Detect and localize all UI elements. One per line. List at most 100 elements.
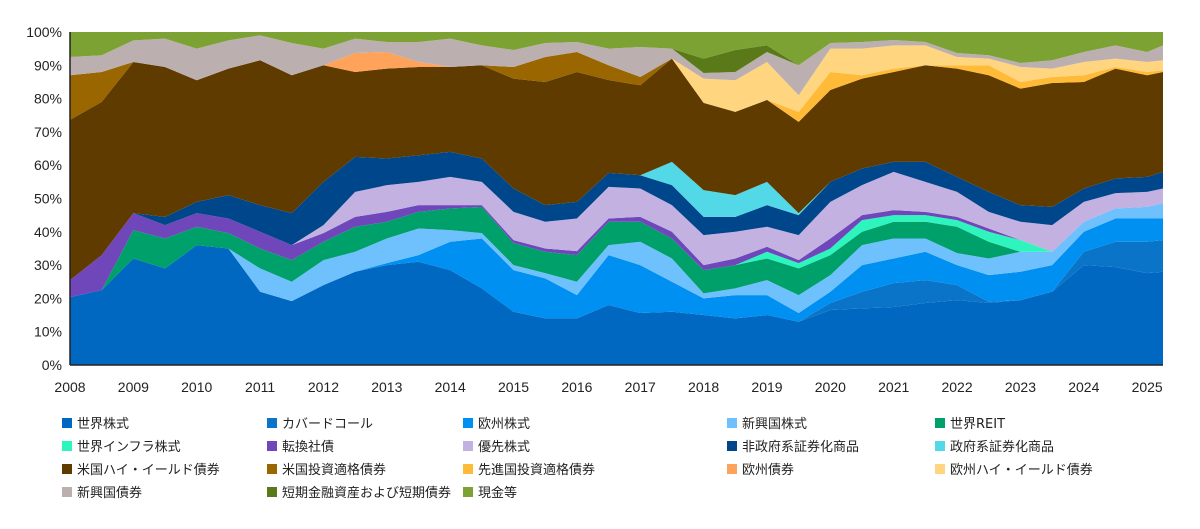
legend-label: 米国ハイ・イールド債券 (77, 463, 220, 478)
x-tick-label: 2012 (308, 379, 339, 395)
legend-swatch (267, 486, 277, 497)
x-tick-label: 2020 (815, 379, 846, 395)
area-series-15 (70, 35, 1163, 96)
x-tick-label: 2016 (561, 379, 592, 395)
legend-item[interactable]: 世界インフラ株式 (62, 437, 267, 455)
legend-label: カバードコール (282, 417, 374, 432)
legend-item[interactable]: 政府系証券化商品 (935, 437, 1185, 455)
y-tick-label: 80% (34, 91, 62, 107)
legend-label: 短期金融資産および短期債券 (282, 486, 452, 501)
area-series-8 (70, 151, 1163, 281)
legend-swatch (935, 440, 945, 451)
y-tick-label: 60% (34, 157, 62, 173)
legend-item[interactable]: 欧州ハイ・イールド債券 (935, 460, 1185, 478)
legend-label: 政府系証券化商品 (950, 440, 1055, 455)
x-tick-label: 2019 (751, 379, 782, 395)
y-tick-label: 70% (34, 124, 62, 140)
legend-item[interactable]: カバードコール (267, 414, 463, 432)
x-tick-label: 2021 (878, 379, 909, 395)
legend-swatch (267, 417, 277, 428)
legend-label: 現金等 (478, 486, 518, 501)
area-series-1 (70, 240, 1163, 322)
legend-swatch (727, 463, 737, 474)
legend-item[interactable]: 世界株式 (62, 414, 267, 432)
area-series-4 (70, 203, 1163, 298)
legend-swatch (463, 463, 473, 474)
area-series-13 (70, 51, 1163, 112)
legend-item[interactable]: 新興国債券 (62, 483, 267, 501)
legend-item[interactable]: 新興国株式 (727, 414, 935, 432)
x-tick-label: 2018 (688, 379, 719, 395)
legend-item[interactable]: 米国ハイ・イールド債券 (62, 460, 267, 478)
legend-label: 欧州債券 (742, 463, 795, 478)
x-tick-label: 2013 (371, 379, 402, 395)
area-series-2 (70, 218, 1163, 322)
x-tick-label: 2022 (941, 379, 972, 395)
legend-swatch (463, 417, 473, 428)
x-tick-label: 2009 (118, 379, 149, 395)
y-tick-label: 90% (34, 57, 62, 73)
legend-swatch (463, 440, 473, 451)
legend-label: 欧州株式 (478, 417, 531, 432)
legend-swatch (62, 486, 72, 497)
area-series-10 (70, 58, 1163, 281)
x-tick-label: 2010 (181, 379, 212, 395)
legend-item[interactable]: 先進国投資適格債券 (463, 460, 727, 478)
x-tick-label: 2025 (1132, 379, 1163, 395)
legend-swatch (935, 463, 945, 474)
stacked-area-chart: 0%10%20%30%40%50%60%70%80%90%100% 2008 20… (26, 24, 1163, 395)
legend-item[interactable]: 現金等 (463, 483, 727, 501)
y-tick-label: 40% (34, 224, 62, 240)
legend-item[interactable]: 非政府系証券化商品 (727, 437, 935, 455)
x-tick-label: 2008 (54, 379, 85, 395)
x-tick-label: 2024 (1068, 379, 1099, 395)
legend-label: 米国投資適格債券 (282, 463, 387, 478)
legend-label: 新興国株式 (742, 417, 808, 432)
legend-swatch (727, 417, 737, 428)
legend-swatch (463, 486, 473, 497)
legend-item[interactable]: 短期金融資産および短期債券 (267, 483, 463, 501)
legend-swatch (727, 440, 737, 451)
x-tick-label: 2011 (245, 379, 275, 395)
legend-item[interactable]: 米国投資適格債券 (267, 460, 463, 478)
legend-item[interactable]: 転換社債 (267, 437, 463, 455)
legend-swatch (935, 417, 945, 428)
legend-swatch (267, 440, 277, 451)
y-tick-label: 50% (34, 191, 62, 207)
legend-label: 先進国投資適格債券 (478, 463, 596, 478)
y-tick-label: 10% (34, 324, 62, 340)
legend-label: 世界株式 (77, 417, 130, 432)
legend-item[interactable]: 欧州株式 (463, 414, 727, 432)
area-series-12 (70, 51, 1163, 122)
legend-item[interactable]: 世界REIT (935, 414, 1185, 432)
legend-label: 新興国債券 (77, 486, 143, 501)
x-tick-label: 2015 (498, 379, 529, 395)
legend-item[interactable]: 優先株式 (463, 437, 727, 455)
legend-label: 非政府系証券化商品 (742, 440, 860, 455)
y-tick-labels: 0% 10% 20% 30% 40% 50% 60% 70% 80% 90% 100% (26, 24, 62, 373)
legend-swatch (267, 463, 277, 474)
y-tick-label: 0% (42, 357, 62, 373)
area-series-6 (70, 203, 1163, 298)
area-series-14 (70, 45, 1163, 112)
legend-swatch (62, 440, 72, 451)
legend-label: 転換社債 (282, 440, 335, 455)
legend: 世界株式 カバードコール 欧州株式 新興国株式 世界REIT 世界インフラ株式 転換社債 優先… (62, 414, 1192, 501)
y-tick-label: 20% (34, 290, 62, 306)
y-tick-label: 30% (34, 257, 62, 273)
area-series-3 (70, 203, 1163, 314)
area-series-0 (70, 245, 1163, 365)
x-tick-label: 2023 (1005, 379, 1036, 395)
legend-item[interactable]: 欧州債券 (727, 460, 935, 478)
axes (69, 32, 1163, 366)
legend-swatch (62, 463, 72, 474)
legend-label: 世界インフラ株式 (77, 440, 181, 455)
x-tick-label: 2014 (435, 379, 466, 395)
x-tick-label: 2017 (625, 379, 656, 395)
y-tick-label: 100% (26, 24, 62, 40)
area-series-17 (70, 32, 1163, 66)
legend-label: 優先株式 (478, 440, 531, 455)
legend-label: 欧州ハイ・イールド債券 (950, 463, 1093, 478)
x-tick-labels: 2008 2009 2010 2011 2012 2013 2014 2015 2016 2017… (54, 379, 1163, 395)
area-layers (70, 32, 1163, 365)
